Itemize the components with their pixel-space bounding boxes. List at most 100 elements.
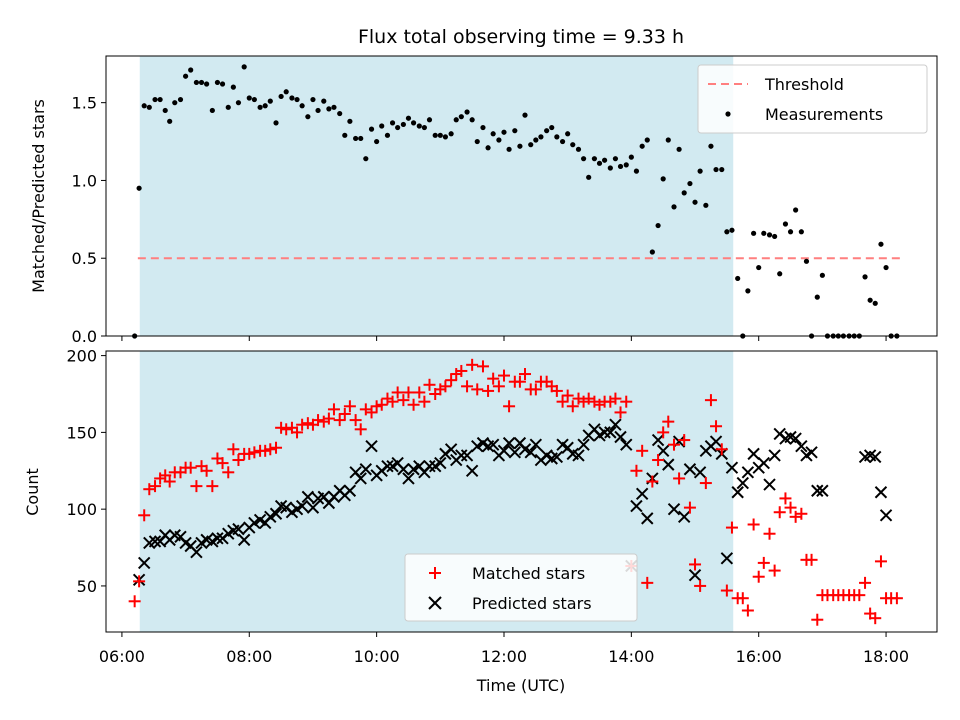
predicted-point xyxy=(397,463,410,476)
matched-point xyxy=(630,464,643,477)
x-axis-label: Time (UTC) xyxy=(476,676,565,695)
measurement-point xyxy=(289,95,295,101)
predicted-point xyxy=(190,545,203,559)
matched-point xyxy=(343,400,356,413)
matched-point xyxy=(386,395,399,408)
measurement-point xyxy=(649,249,655,255)
matched-point xyxy=(423,378,436,391)
measurement-point xyxy=(496,137,502,143)
measurement-point xyxy=(729,227,735,233)
top-panel: 0.0 0.5 1.0 1.5 Matched/Predicted stars Thr… xyxy=(29,55,938,346)
predicted-point xyxy=(264,510,277,524)
measurement-point xyxy=(321,98,327,104)
predicted-point xyxy=(508,446,522,459)
matched-point xyxy=(391,386,404,399)
measurement-point xyxy=(267,98,273,104)
bottom-y-tick-label: 50 xyxy=(77,577,97,596)
x-tick-label: 06:00 xyxy=(99,647,145,666)
matched-point xyxy=(222,466,235,479)
matched-point xyxy=(609,392,622,405)
measurement-point xyxy=(687,180,693,187)
bottom-y-tick-label: 150 xyxy=(66,423,97,442)
measurement-point xyxy=(538,134,544,140)
matched-point xyxy=(715,443,728,456)
measurement-point xyxy=(819,272,825,278)
predicted-point xyxy=(662,458,675,471)
matched-point xyxy=(327,403,340,416)
matched-point xyxy=(461,380,474,393)
matched-point xyxy=(853,589,866,602)
measurement-point xyxy=(421,124,427,131)
measurement-point xyxy=(506,146,512,152)
matched-point xyxy=(725,521,738,534)
matched-point xyxy=(497,369,510,382)
measurement-point xyxy=(437,132,443,138)
matched-point xyxy=(482,384,495,397)
matched-point xyxy=(338,407,351,420)
matched-point xyxy=(227,443,240,456)
bottom-y-tick-label: 100 xyxy=(66,500,97,519)
matched-point xyxy=(264,443,277,456)
legend-predicted-label: Predicted stars xyxy=(472,594,592,613)
matched-point xyxy=(466,358,479,371)
measurement-point xyxy=(787,229,794,235)
measurement-point xyxy=(251,96,257,103)
predicted-point xyxy=(741,466,755,479)
matched-point xyxy=(439,380,452,393)
measurement-point xyxy=(655,222,661,229)
measurement-point xyxy=(591,156,598,162)
matched-point xyxy=(248,446,261,459)
measurement-point xyxy=(442,134,449,140)
bottom-x-ticks: 06:00 08:00 10:00 12:00 14:00 16:00 18:00 xyxy=(99,632,909,666)
predicted-point xyxy=(502,436,516,450)
measurement-point xyxy=(533,137,539,143)
predicted-point xyxy=(630,499,643,513)
matched-point xyxy=(704,394,717,407)
matched-point xyxy=(566,400,579,413)
predicted-point xyxy=(148,535,162,548)
measurement-point xyxy=(703,202,709,208)
measurement-point xyxy=(628,154,634,160)
matched-point xyxy=(445,374,458,387)
matched-point xyxy=(138,509,151,522)
matched-point xyxy=(291,426,304,439)
measurement-point xyxy=(474,138,480,145)
measurement-point xyxy=(814,294,820,300)
predicted-point xyxy=(598,426,611,439)
matched-point xyxy=(128,595,141,608)
matched-point xyxy=(662,415,675,428)
top-shaded-interval xyxy=(139,56,734,336)
predicted-point xyxy=(731,486,744,499)
predicted-point xyxy=(604,426,617,439)
matched-point xyxy=(159,469,172,482)
predicted-point xyxy=(693,466,707,479)
measurement-point xyxy=(793,207,799,213)
x-tick-label: 12:00 xyxy=(481,647,527,666)
matched-point xyxy=(784,501,797,514)
matched-point xyxy=(407,398,420,411)
matched-point xyxy=(773,506,786,519)
matched-point xyxy=(312,414,325,427)
measurement-point xyxy=(152,96,158,103)
measurement-point xyxy=(708,143,714,149)
measurement-point xyxy=(273,120,279,126)
measurement-point xyxy=(575,146,582,152)
measurement-point xyxy=(146,104,152,110)
measurement-point xyxy=(639,143,645,149)
top-legend: Threshold Measurements xyxy=(697,64,928,134)
matched-point xyxy=(232,454,245,467)
matched-point xyxy=(869,612,882,625)
predicted-point xyxy=(354,472,367,485)
matched-point xyxy=(200,464,213,477)
measurement-point xyxy=(554,134,560,140)
measurement-point xyxy=(612,156,619,162)
measurement-point xyxy=(660,176,666,182)
predicted-point xyxy=(816,484,829,497)
matched-point xyxy=(741,604,754,617)
predicted-point xyxy=(620,438,633,451)
matched-point xyxy=(646,475,659,488)
matched-point xyxy=(874,555,887,568)
measurement-point xyxy=(485,145,491,151)
measurement-point xyxy=(713,166,719,173)
